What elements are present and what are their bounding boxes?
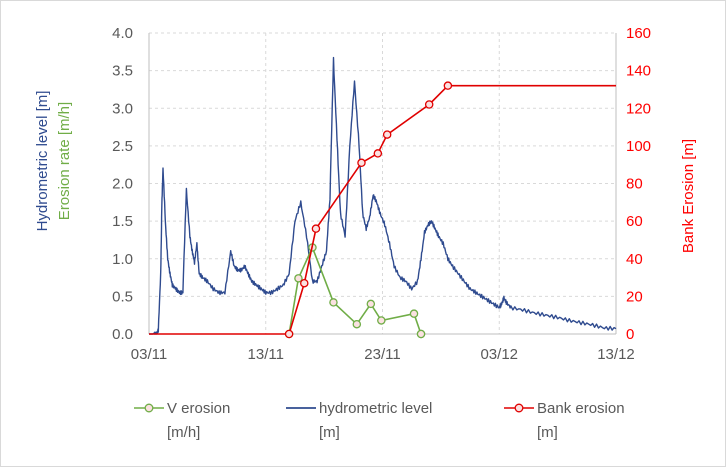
legend-entry-bank-erosion: Bank erosion [m] [504, 400, 625, 441]
legend-entry-v-erosion: V erosion [m/h] [134, 400, 230, 441]
left-y-tick-label: 2.5 [112, 138, 133, 155]
data-point-bank-erosion [382, 130, 392, 139]
legend-label-bank-erosion: Bank erosion [537, 400, 625, 417]
data-point-v-erosion [294, 274, 303, 283]
legend-unit-bank-erosion: [m] [537, 424, 558, 441]
right-y-tick-label: 20 [626, 288, 643, 305]
right-y-tick-label: 60 [626, 213, 643, 230]
data-point-bank-erosion [357, 158, 366, 168]
data-point-bank-erosion [373, 149, 383, 158]
data-point-v-erosion [377, 316, 386, 325]
x-tick-labels: 03/11 13/11 23/11 03/12 13/12 [131, 346, 635, 363]
left-axis-title-hydrometric: Hydrometric level [m] [34, 91, 51, 232]
left-y-tick-label: 0.5 [112, 288, 133, 305]
data-point-v-erosion [366, 299, 376, 309]
series-line-hydrometric-level [148, 56, 617, 335]
series-line-bank-erosion [149, 84, 616, 335]
data-point-bank-erosion [424, 100, 434, 109]
legend-unit-hydrometric: [m] [319, 424, 340, 441]
x-tick-label: 03/12 [480, 346, 518, 363]
legend-marker-bank-erosion [514, 403, 524, 413]
data-point-v-erosion [329, 298, 338, 307]
data-point-v-erosion [352, 319, 362, 329]
x-tick-label: 23/11 [364, 346, 400, 363]
left-y-tick-labels: 0.0 0.5 1.0 1.5 2.0 2.5 3.0 3.5 4.0 [112, 25, 133, 343]
x-tick-label: 13/12 [597, 346, 635, 363]
data-point-bank-erosion [300, 278, 309, 288]
left-axis-title-erosion-rate: Erosion rate [m/h] [56, 102, 73, 220]
right-y-tick-label: 120 [626, 100, 651, 117]
data-point-bank-erosion [443, 81, 453, 90]
data-point-bank-erosion [311, 224, 321, 233]
left-y-tick-label: 1.5 [112, 213, 133, 230]
data-point-v-erosion [409, 309, 419, 318]
data-point-v-erosion [416, 329, 426, 339]
legend-label-v-erosion: V erosion [167, 400, 230, 417]
left-y-tick-label: 0.0 [112, 326, 133, 343]
legend-unit-v-erosion: [m/h] [167, 424, 200, 441]
left-y-tick-label: 2.0 [112, 176, 133, 193]
left-y-tick-label: 3.0 [112, 100, 133, 117]
legend: V erosion [m/h] hydrometric level [m] Ba… [134, 400, 625, 441]
x-tick-label: 13/11 [248, 346, 284, 363]
legend-label-hydrometric: hydrometric level [319, 400, 432, 417]
right-y-tick-label: 0 [626, 326, 634, 343]
right-axis-title: Bank Erosion [m] [680, 139, 697, 253]
right-y-tick-label: 160 [626, 25, 651, 42]
legend-marker-v-erosion [144, 403, 154, 413]
left-y-tick-label: 1.0 [112, 251, 133, 268]
right-y-tick-label: 80 [626, 176, 643, 193]
legend-entry-hydrometric: hydrometric level [m] [286, 400, 432, 441]
right-y-tick-labels: 0 20 40 60 80 100 120 140 160 [626, 25, 651, 343]
grid-lines [148, 32, 617, 335]
left-y-tick-label: 3.5 [112, 63, 133, 80]
right-y-tick-label: 140 [626, 63, 651, 80]
right-y-tick-label: 40 [626, 251, 643, 268]
right-y-tick-label: 100 [626, 138, 651, 155]
x-tick-label: 03/11 [131, 346, 167, 363]
series-layer [148, 56, 617, 339]
left-y-tick-label: 4.0 [112, 25, 133, 42]
data-point-bank-erosion [284, 329, 294, 339]
